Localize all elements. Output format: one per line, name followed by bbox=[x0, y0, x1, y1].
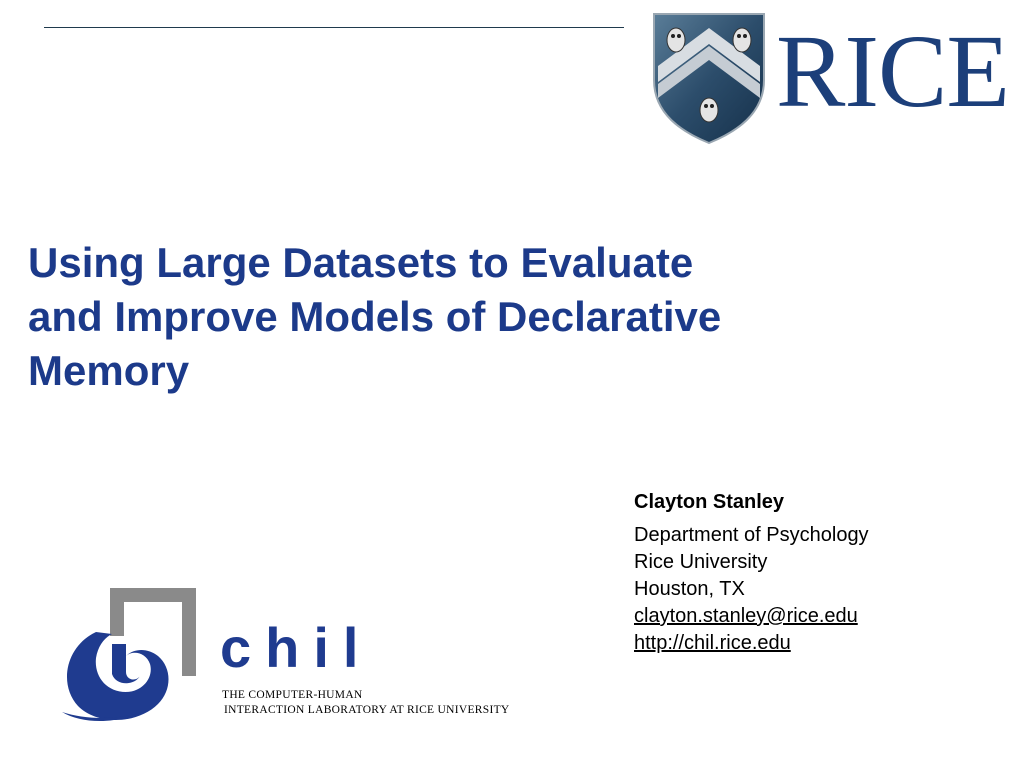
title-line: Using Large Datasets to Evaluate bbox=[28, 239, 694, 286]
author-location: Houston, TX bbox=[634, 578, 745, 600]
chil-wordmark: chil bbox=[220, 616, 373, 679]
title-line: Memory bbox=[28, 347, 190, 394]
chil-tagline-line: INTERACTION LABORATORY AT RICE UNIVERSIT… bbox=[224, 704, 510, 716]
author-department: Department of Psychology bbox=[634, 524, 869, 546]
rice-wordmark: RICE bbox=[776, 14, 1010, 129]
author-name: Clayton Stanley bbox=[634, 491, 785, 513]
author-email-link[interactable]: clayton.stanley@rice.edu bbox=[634, 605, 858, 627]
chil-tagline-line: THE COMPUTER-HUMAN bbox=[222, 689, 363, 701]
chil-tagline: THE COMPUTER-HUMAN INTERACTION LABORATOR… bbox=[222, 688, 510, 718]
author-university: Rice University bbox=[634, 551, 768, 573]
chil-lab-logo: chil THE COMPUTER-HUMAN INTERACTION LABO… bbox=[56, 584, 526, 734]
title-line: and Improve Models of Declarative bbox=[28, 293, 722, 340]
slide-title: Using Large Datasets to Evaluate and Imp… bbox=[28, 236, 848, 398]
chil-swirl-icon bbox=[62, 588, 196, 721]
rice-university-logo: RICE bbox=[650, 10, 1010, 146]
rice-shield-icon bbox=[653, 13, 765, 145]
lab-website-link[interactable]: http://chil.rice.edu bbox=[634, 632, 791, 654]
author-info: Clayton Stanley Department of Psychology… bbox=[634, 488, 1014, 657]
top-divider bbox=[44, 27, 624, 28]
